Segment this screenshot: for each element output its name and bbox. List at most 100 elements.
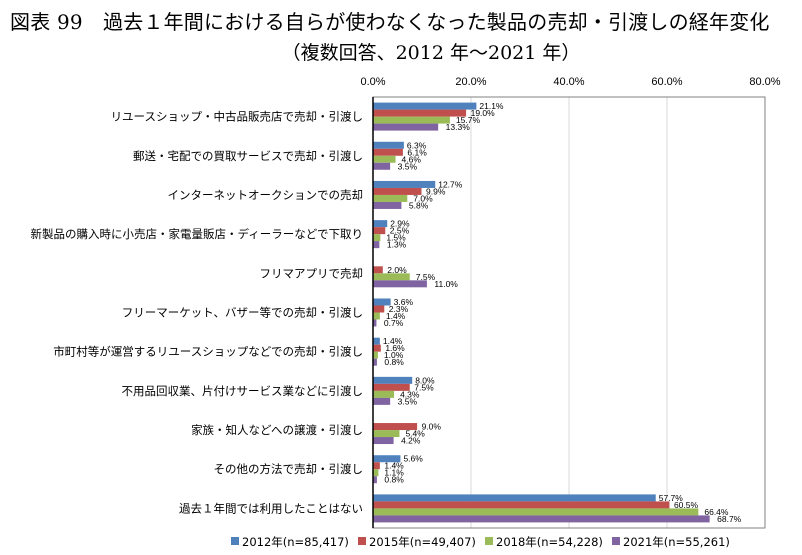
- category-label: 市町村等が運営するリユースショップなどでの売却・引渡し: [53, 345, 363, 359]
- data-label: 68.7%: [717, 514, 742, 524]
- bar: [373, 383, 410, 391]
- bar: [373, 312, 380, 320]
- bar: [373, 494, 656, 502]
- data-label: 1.4%: [383, 336, 403, 346]
- data-label: 9.9%: [426, 186, 446, 196]
- bar: [373, 155, 396, 163]
- bar: [373, 273, 410, 281]
- bar: [373, 319, 377, 327]
- x-tick-label: 60.0%: [651, 76, 682, 88]
- bar: [373, 462, 380, 470]
- data-label: 11.0%: [434, 279, 458, 289]
- data-label: 12.7%: [438, 179, 463, 189]
- bar: [373, 123, 439, 131]
- category-label: 過去１年間では利用したことはない: [179, 501, 363, 515]
- category-label: 家族・知人などへの譲渡・引渡し: [191, 423, 363, 437]
- x-axis-ticks: 0.0% 20.0% 40.0% 60.0% 80.0%: [360, 76, 780, 88]
- bar: [373, 187, 422, 195]
- bar: [373, 141, 404, 149]
- bar: [373, 376, 413, 384]
- legend: 2012年(n=85,417) 2015年(n=49,407) 2018年(n=54…: [231, 535, 730, 549]
- data-label: 2.3%: [389, 304, 409, 314]
- bar: [373, 344, 381, 352]
- data-label: 8.0%: [415, 375, 435, 385]
- bar: [373, 298, 391, 306]
- x-tick-label: 20.0%: [455, 76, 486, 88]
- data-label: 7.0%: [413, 193, 433, 203]
- data-label: 0.8%: [384, 357, 404, 367]
- data-label: 1.1%: [384, 468, 404, 478]
- x-tick-label: 40.0%: [553, 76, 584, 88]
- bar: [373, 227, 386, 235]
- bar: [373, 180, 436, 188]
- bar: [373, 437, 394, 445]
- data-label: 5.6%: [403, 454, 423, 464]
- data-label: 1.5%: [386, 233, 406, 243]
- data-label: 1.6%: [385, 343, 405, 353]
- bar: [373, 280, 427, 288]
- data-label: 5.4%: [405, 429, 425, 439]
- bars: [373, 102, 710, 523]
- bar: [373, 116, 450, 124]
- bar: [373, 501, 670, 509]
- category-label: 郵送・宅配での買取サービスで売却・引渡し: [133, 149, 363, 163]
- data-label: 0.7%: [384, 318, 404, 328]
- data-label: 7.5%: [414, 382, 434, 392]
- data-label: 9.0%: [422, 422, 442, 432]
- chart-title: 図表 99 過去１年間における自らが使わなくなった製品の売却・引渡しの経年変化: [10, 10, 770, 34]
- data-label: 4.3%: [400, 389, 420, 399]
- bar: [373, 508, 699, 516]
- bar: [373, 455, 401, 463]
- chart-subtitle: （複数回答、2012 年～2021 年）: [281, 42, 581, 64]
- data-label: 4.2%: [401, 436, 421, 446]
- bar: [373, 390, 395, 398]
- bar: [373, 234, 381, 242]
- legend-label: 2018年(n=54,228): [496, 535, 603, 549]
- bar: [373, 201, 402, 209]
- bar: [373, 102, 477, 110]
- bar: [373, 162, 391, 170]
- bar: [373, 351, 378, 359]
- data-label: 6.1%: [407, 147, 427, 157]
- data-label: 1.3%: [387, 240, 407, 250]
- category-label: リユースショップ・中古品販売店で売却・引渡し: [111, 110, 363, 124]
- category-labels: リユースショップ・中古品販売店で売却・引渡し郵送・宅配での買取サービスで売却・引…: [31, 110, 363, 516]
- bar: [373, 469, 379, 477]
- data-label: 19.0%: [471, 108, 496, 118]
- data-label: 1.0%: [384, 350, 404, 360]
- bar: [373, 430, 400, 438]
- bar: [373, 241, 380, 249]
- data-label: 60.5%: [674, 500, 699, 510]
- category-label: その他の方法で売却・引渡し: [214, 462, 364, 476]
- data-label: 15.7%: [456, 115, 481, 125]
- category-label: フリマアプリで売却: [260, 266, 364, 280]
- data-label: 21.1%: [479, 101, 504, 111]
- data-label: 3.5%: [398, 161, 418, 171]
- data-label: 6.3%: [407, 140, 427, 150]
- data-label: 3.5%: [398, 396, 418, 406]
- legend-label: 2012年(n=85,417): [242, 535, 349, 549]
- gridlines: [470, 97, 668, 528]
- category-label: フリーマーケット、バザー等での売却・引渡し: [122, 306, 363, 320]
- legend-swatch: [231, 537, 239, 545]
- data-label: 57.7%: [659, 493, 684, 503]
- data-label: 66.4%: [704, 507, 729, 517]
- data-label: 5.8%: [409, 200, 429, 210]
- bar: [373, 305, 385, 313]
- data-label: 0.8%: [384, 475, 404, 485]
- bar: [373, 476, 377, 484]
- data-label: 4.6%: [402, 154, 422, 164]
- plot-frame: [372, 96, 766, 529]
- data-labels: 21.1%19.0%15.7%13.3%6.3%6.1%4.6%3.5%12.7…: [383, 101, 742, 524]
- bar: [373, 194, 408, 202]
- data-label: 2.9%: [390, 219, 410, 229]
- category-label: 新製品の購入時に小売店・家電量販店・ディーラーなどで下取り: [31, 227, 363, 241]
- bar: [373, 220, 388, 228]
- data-label: 3.6%: [394, 297, 414, 307]
- bar: [373, 515, 710, 523]
- legend-label: 2015年(n=49,407): [369, 535, 476, 549]
- data-label: 2.0%: [387, 265, 407, 275]
- legend-swatch: [358, 537, 366, 545]
- bar: [373, 109, 467, 117]
- bar: [373, 337, 380, 345]
